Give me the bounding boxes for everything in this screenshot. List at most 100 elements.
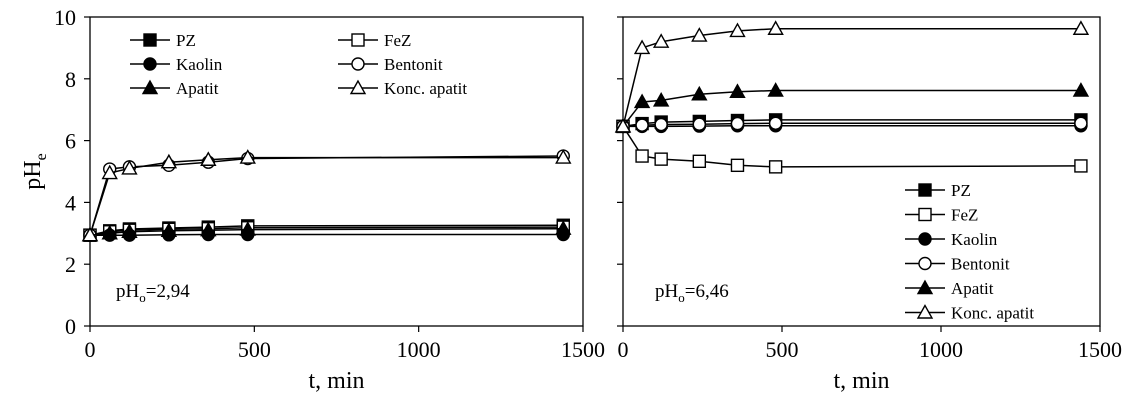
legend: PZ FeZ Kaolin Bentonit Apatit Konc. apatit [130, 31, 467, 98]
data-point [652, 91, 670, 107]
data-point [160, 153, 178, 169]
legend-entry: PZ [130, 31, 196, 50]
legend-entry: Bentonit [905, 255, 1010, 274]
legend-marker [918, 256, 932, 271]
series-konc-apatit [81, 149, 572, 242]
data-point [101, 164, 118, 180]
series-line [89, 156, 564, 236]
legend-label: Apatit [176, 79, 219, 98]
legend-marker [143, 57, 157, 71]
y-tick-label: 2 [65, 252, 76, 277]
legend-label: Kaolin [951, 230, 998, 249]
data-point [239, 149, 256, 164]
x-tick-label: 0 [618, 337, 629, 362]
x-tick-label: 1000 [919, 337, 963, 362]
data-point [654, 152, 668, 166]
y-axis-label: pHe [20, 153, 50, 189]
plot-frame [622, 16, 1101, 327]
data-point [654, 117, 668, 132]
data-point [1072, 20, 1090, 35]
data-point [768, 116, 783, 130]
data-point [635, 118, 649, 132]
data-point [1072, 82, 1090, 97]
data-point [767, 82, 784, 97]
x-tick-label: 500 [766, 337, 799, 362]
legend-label: Konc. apatit [951, 304, 1034, 323]
series-fez [616, 119, 1088, 174]
data-point [692, 154, 707, 169]
legend-entry: Kaolin [130, 55, 223, 74]
y-tick-label: 8 [65, 67, 76, 92]
initial-ph-annotation: pHo=2,94 [116, 281, 190, 305]
legend-label: FeZ [951, 206, 978, 225]
legend-marker [918, 207, 932, 222]
series-line [623, 125, 1081, 128]
series-apatit [81, 220, 572, 242]
data-point [633, 93, 651, 109]
legend-entry: FeZ [905, 206, 978, 225]
legend-label: FeZ [384, 31, 411, 50]
data-point [1074, 116, 1088, 130]
legend-entry: Konc. apatit [338, 79, 467, 98]
data-point [730, 116, 745, 131]
data-point [691, 85, 708, 101]
data-point [121, 223, 138, 238]
x-tick-label: 1500 [1078, 337, 1122, 362]
legend-entry: Apatit [130, 79, 219, 98]
x-tick-label: 1500 [561, 337, 605, 362]
legend-marker [349, 79, 367, 95]
y-tick-label: 4 [65, 190, 76, 215]
legend-entry: Apatit [905, 279, 994, 298]
legend-label: Bentonit [384, 55, 443, 74]
data-point [239, 221, 256, 236]
legend-label: PZ [951, 181, 971, 200]
data-point [1074, 159, 1088, 173]
legend-marker [351, 33, 365, 47]
legend-marker [918, 183, 932, 197]
legend-entry: Bentonit [338, 55, 443, 74]
data-point [200, 221, 217, 237]
series-line [622, 125, 1081, 168]
legend-entry: PZ [905, 181, 971, 200]
data-point [692, 117, 707, 131]
data-point [729, 83, 746, 98]
x-axis-label: t, min [308, 368, 364, 394]
legend-label: Kaolin [176, 55, 223, 74]
y-tick-label: 10 [54, 5, 76, 30]
data-point [81, 226, 99, 242]
data-point [160, 222, 178, 238]
legend-label: Konc. apatit [384, 79, 467, 98]
legend-marker [351, 57, 365, 71]
legend: PZ FeZ Kaolin Bentonit Apatit Konc. apatit [905, 181, 1034, 323]
legend-entry: Konc. apatit [905, 304, 1034, 323]
data-point [768, 160, 783, 174]
x-tick-label: 0 [85, 337, 96, 362]
x-tick-label: 500 [238, 337, 271, 362]
series-line [90, 233, 564, 236]
data-point [614, 117, 632, 133]
legend-entry: FeZ [338, 31, 411, 50]
y-tick-label: 6 [65, 129, 76, 154]
legend-marker [141, 79, 159, 95]
y-tick-label: 0 [65, 314, 76, 339]
legend-label: PZ [176, 31, 196, 50]
data-point [121, 159, 138, 175]
data-point [652, 33, 670, 48]
legend-label: Bentonit [951, 255, 1010, 274]
legend-marker [143, 33, 157, 47]
series-konc-apatit [614, 20, 1090, 133]
legend-entry: Kaolin [905, 230, 998, 249]
data-point [730, 158, 745, 173]
data-point [767, 20, 784, 35]
data-point [635, 149, 649, 163]
legend-marker [916, 304, 934, 319]
data-point [555, 149, 572, 164]
plot-frame [89, 16, 584, 327]
legend-label: Apatit [951, 279, 994, 298]
data-point [200, 151, 217, 166]
legend-marker [916, 279, 934, 295]
x-tick-label: 1000 [397, 337, 441, 362]
panel-right: 0 500 1000 1500 t, min PZ FeZ Kaolin Bentonit Apa… [614, 16, 1122, 394]
initial-ph-annotation: pHo=6,46 [655, 281, 729, 305]
